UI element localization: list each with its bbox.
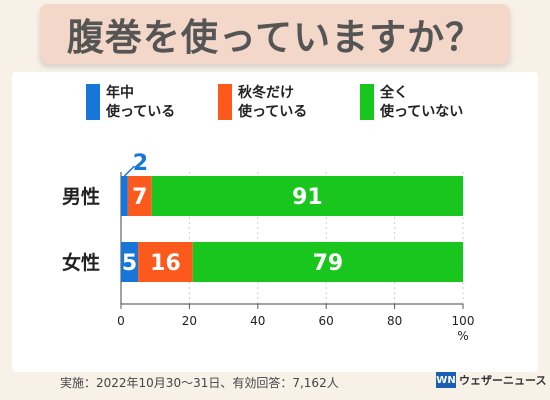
x-tick-label-40: 40 [250,314,265,328]
x-tick-label-0: 0 [117,314,125,328]
survey-note: 実施：2022年10月30〜31日、有効回答：7,162人 [60,376,339,390]
legend-label-never: 全く 使っていない [380,85,464,120]
chart-card [12,72,538,372]
data-label-1-1: 16 [150,251,181,276]
legend-swatch-autumn-winter [218,84,232,120]
brand-name: ウェザーニュース [459,374,547,387]
chart-title: 腹巻を使っていますか？ [66,16,484,59]
legend-item-year-round: 年中 使っている [86,84,175,122]
legend-label-autumn-winter: 秋冬だけ 使っている [238,85,308,120]
legend-label-year-round: 年中 使っている [106,85,176,120]
x-tick-label-100: 100 [452,314,475,328]
brand-logo: WN [436,372,456,388]
x-tick-label-60: 60 [319,314,334,328]
legend-swatch-never [360,84,374,120]
bar-1-0 [121,242,139,282]
legend-swatch-year-round [86,84,100,120]
bar-0-1 [127,176,152,216]
legend-item-autumn-winter: 秋冬だけ 使っている [218,84,307,122]
bar-0-0 [121,176,128,216]
bar-0-2 [151,176,463,216]
category-label-0: 男性 [62,185,100,208]
data-label-1-0: 5 [122,251,137,276]
legend-item-never: 全く 使っていない [360,84,463,122]
x-tick-label-80: 80 [387,314,402,328]
title-banner: 腹巻を使っていますか？ [40,4,510,64]
data-label-0-2: 91 [292,185,323,210]
data-label-0-1: 7 [132,185,147,210]
data-label-leader-0-0 [123,165,135,177]
x-tick-label-20: 20 [182,314,197,328]
bar-1-2 [192,242,463,282]
bar-1-1 [138,242,193,282]
category-label-1: 女性 [62,251,100,274]
data-label-1-2: 79 [313,251,344,276]
brand: WN ウェザーニュース [436,372,546,388]
data-label-0-0: 2 [133,151,148,176]
x-axis-unit: % [457,329,468,343]
